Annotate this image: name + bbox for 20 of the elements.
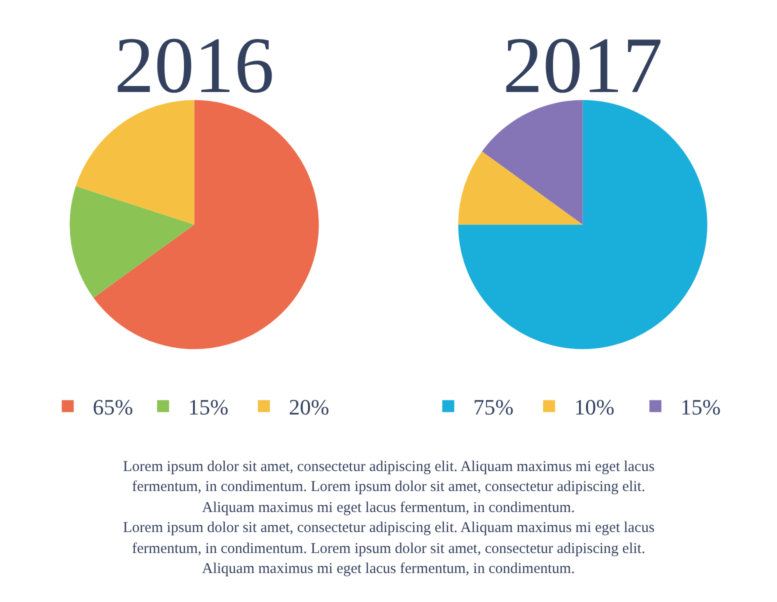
pie-slice <box>482 100 583 225</box>
text: Aliquam maximus mi eget lacus fermentum, in condimentum. <box>202 500 575 516</box>
pie-slice <box>76 100 194 225</box>
pie-slice <box>70 186 194 298</box>
text: Lorem ipsum dolor sit amet, consectetur adipiscing elit. Aliquam maximus mi eget lacus <box>123 459 655 475</box>
pie-slice <box>458 151 583 225</box>
text: Aliquam maximus mi eget lacus fermentum, in condimentum. <box>202 561 575 577</box>
legend-label: 15% <box>188 394 234 420</box>
legend-label: 75% <box>473 394 520 420</box>
legend-label: 20% <box>288 394 340 420</box>
chart-title: 2017 <box>502 22 663 110</box>
legend-label: 65% <box>92 394 134 420</box>
text: Lorem ipsum dolor sit amet, consectetur adipiscing elit. Aliquam maximus mi eget lacus <box>123 520 655 536</box>
pie-slice <box>93 100 319 350</box>
legend-label: 10% <box>574 394 626 420</box>
chart-title: 2016 <box>114 22 274 110</box>
text: fermentum, in condimentum. Lorem ipsum dolor sit amet, consectetur adipiscing elit. <box>132 479 646 495</box>
pie-slice <box>458 100 708 350</box>
legend-label: 15% <box>680 394 738 420</box>
text: fermentum, in condimentum. Lorem ipsum dolor sit amet, consectetur adipiscing elit. <box>132 541 646 557</box>
